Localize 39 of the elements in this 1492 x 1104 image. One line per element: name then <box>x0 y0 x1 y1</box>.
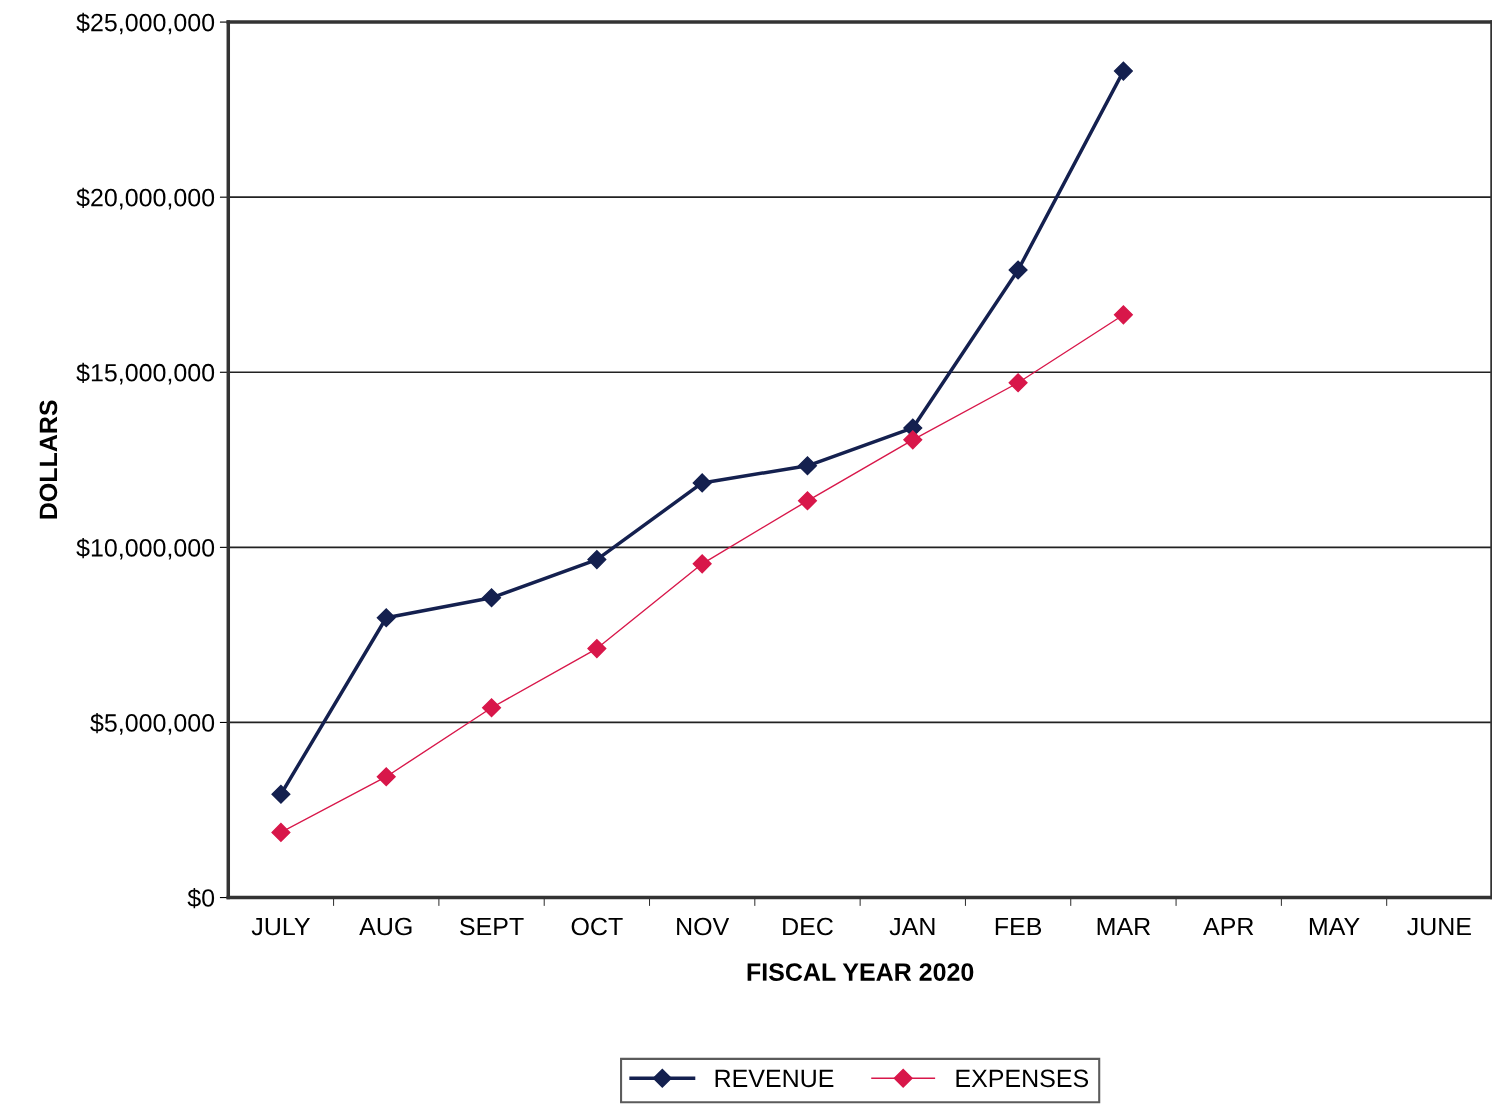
x-tick-label: JAN <box>889 917 935 936</box>
y-tick-label: $25,000,000 <box>76 12 215 35</box>
point <box>692 554 712 574</box>
point <box>1113 61 1133 81</box>
point <box>376 767 396 787</box>
point <box>587 550 607 570</box>
point <box>1008 260 1028 280</box>
point <box>1113 305 1133 325</box>
x-tick-label: APR <box>1203 917 1254 936</box>
y-tick-label: $20,000,000 <box>76 187 215 210</box>
x-tick-label: MAY <box>1309 917 1360 936</box>
x-tick-label: JULY <box>251 917 311 936</box>
point <box>271 784 291 804</box>
point <box>797 491 818 511</box>
x-tick-label: FEB <box>995 917 1042 936</box>
y-tick-label: $0 <box>187 888 215 909</box>
x-tick-label: NOV <box>677 917 730 936</box>
y-tick-label: $5,000,000 <box>90 713 215 735</box>
point <box>692 473 712 493</box>
x-tick-label: MAR <box>1097 917 1151 936</box>
point <box>376 608 396 628</box>
y-tick-label: $15,000,000 <box>76 362 215 385</box>
y-tick-label: $10,000,000 <box>76 537 215 560</box>
point <box>482 698 502 718</box>
x-tick-label: OCT <box>571 917 623 936</box>
point <box>1008 373 1028 393</box>
x-axis-title: FISCAL YEAR 2020 <box>747 963 974 981</box>
x-tick-label: SEPT <box>460 917 524 936</box>
x-tick-label: JUNE <box>1407 917 1471 936</box>
point <box>797 456 818 476</box>
point <box>587 639 607 659</box>
point <box>482 588 502 608</box>
point <box>271 822 291 842</box>
legend-label: EXPENSES <box>956 1069 1089 1088</box>
point <box>903 430 923 450</box>
y-axis-title: DOLLARS <box>39 400 58 519</box>
x-tick-label: DEC <box>783 917 833 936</box>
legend-label: REVENUE <box>715 1069 834 1088</box>
x-tick-label: AUG <box>359 917 412 936</box>
